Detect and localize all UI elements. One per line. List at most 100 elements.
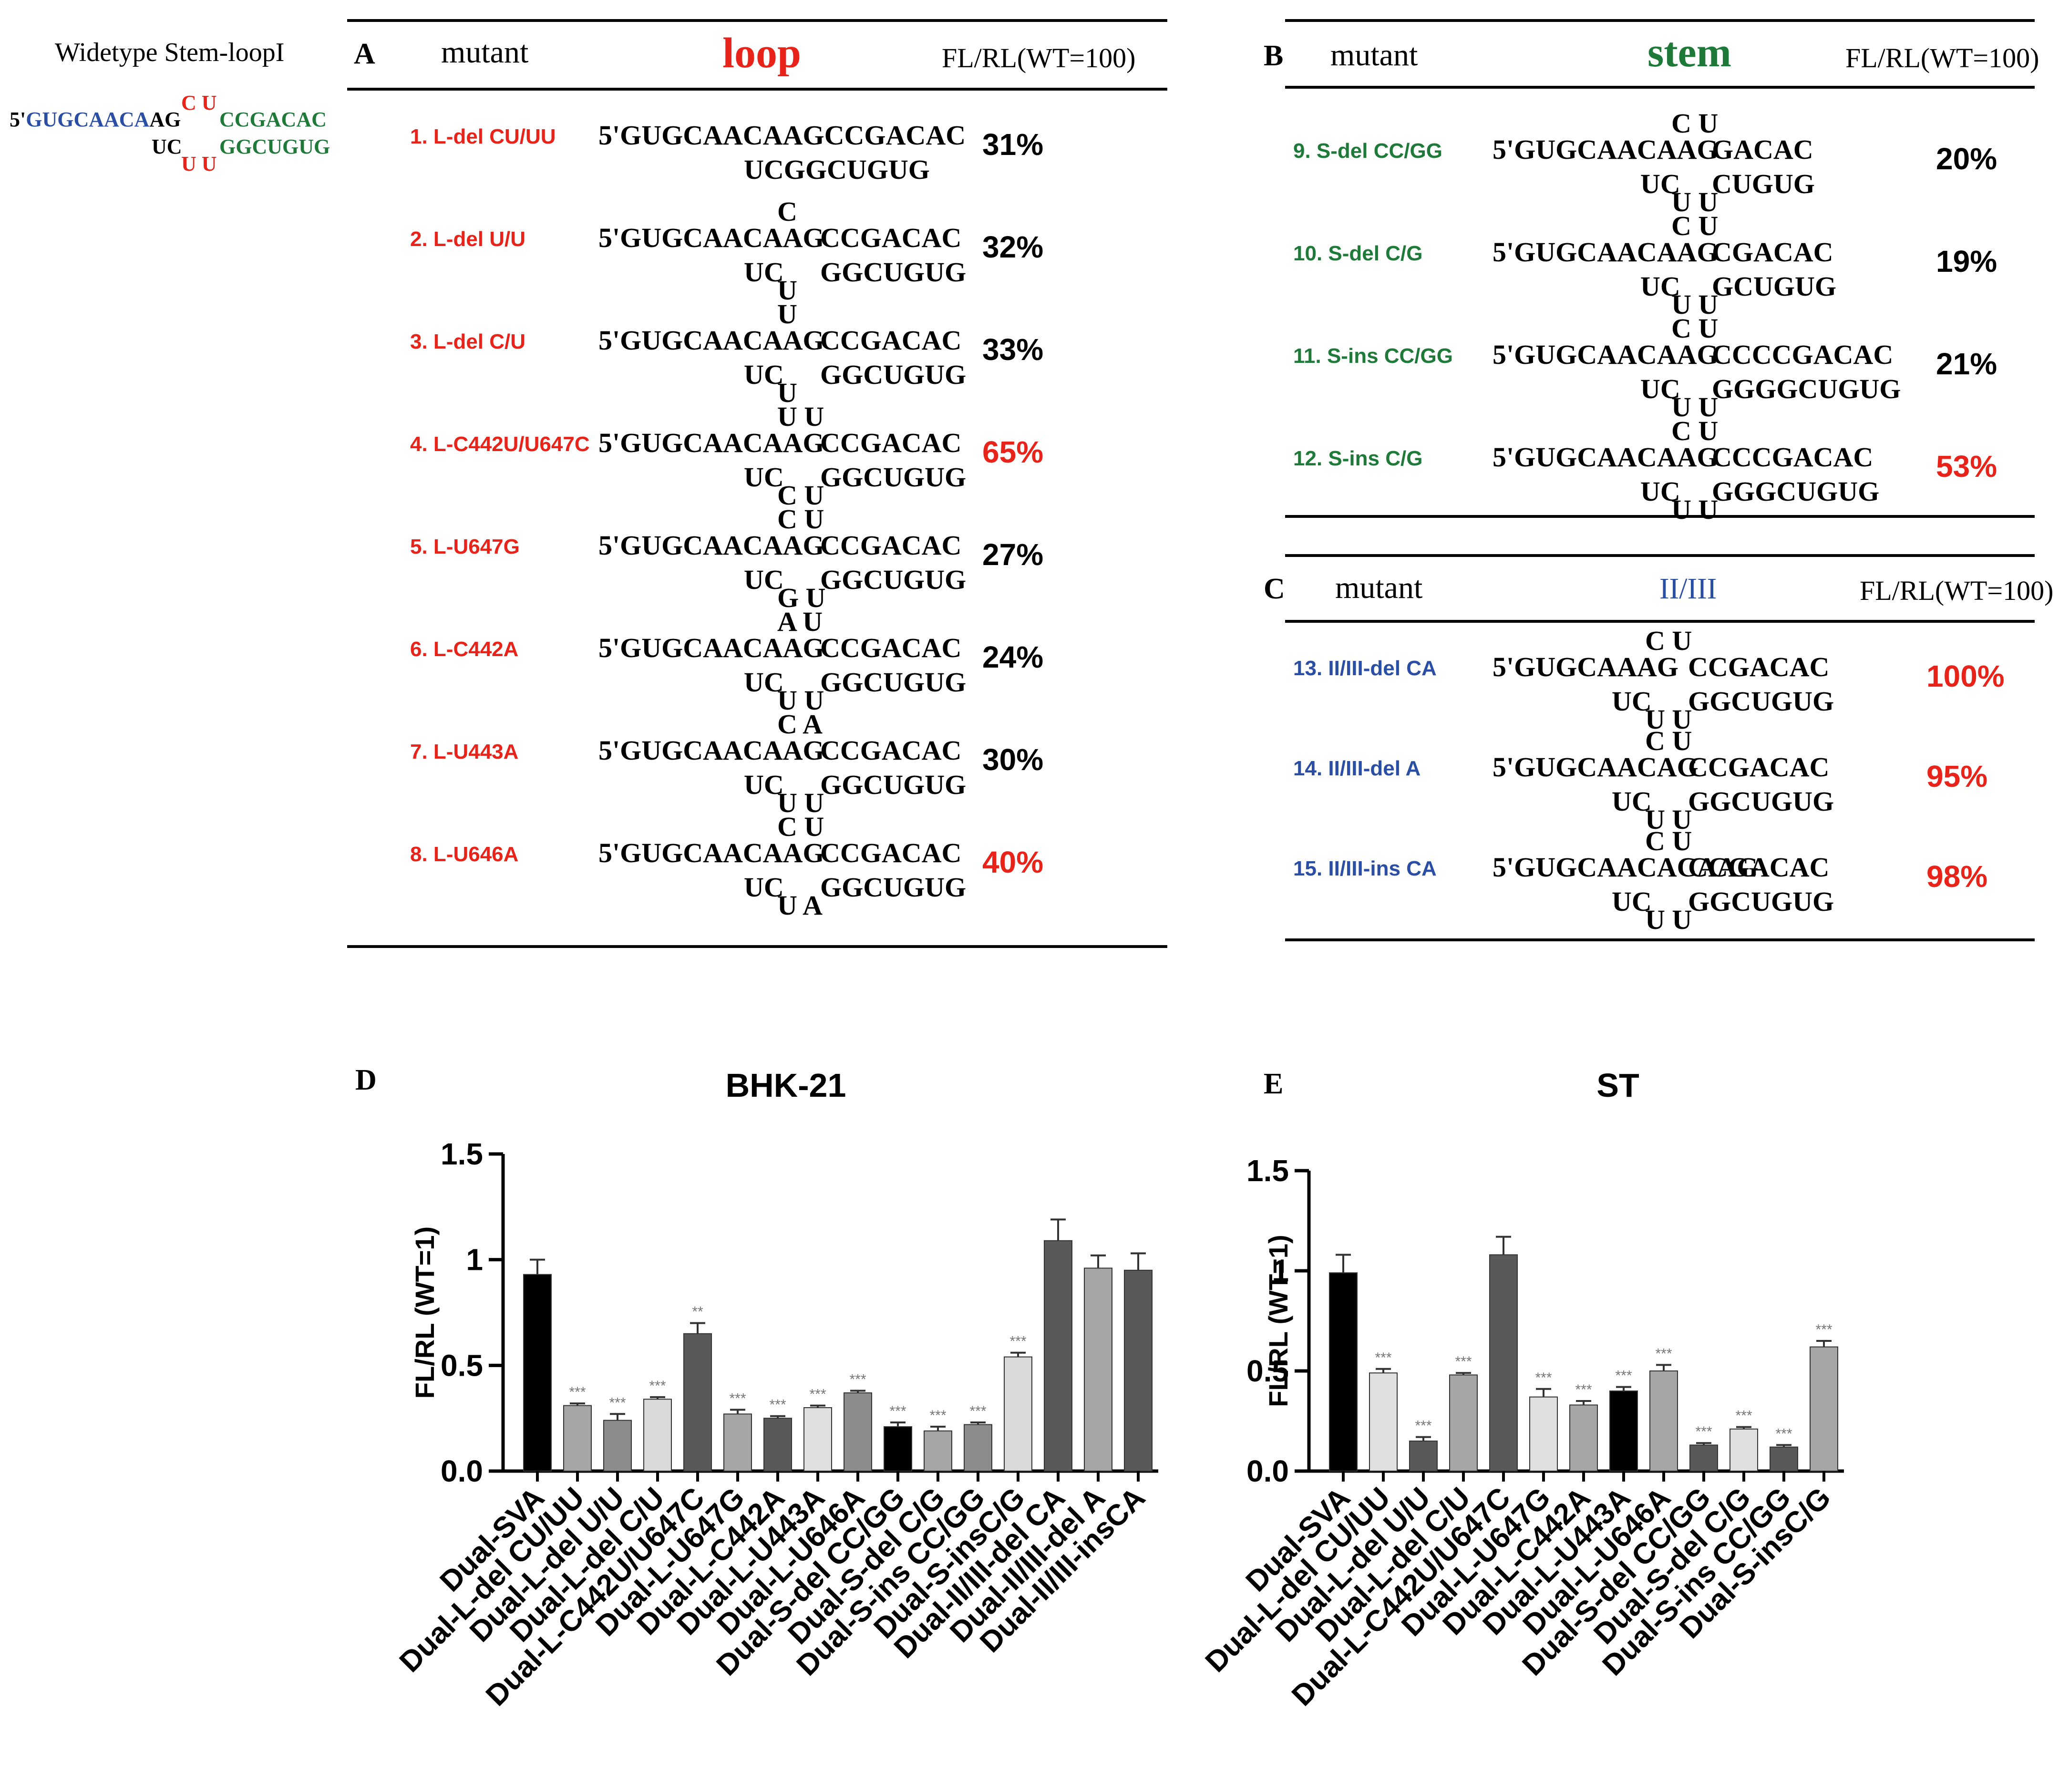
chart-title: ST bbox=[1596, 1067, 1639, 1104]
panel-a-top-rule bbox=[347, 19, 1167, 22]
significance-marker: ** bbox=[692, 1304, 703, 1320]
activity-value: 30% bbox=[982, 742, 1044, 777]
bar bbox=[763, 1418, 792, 1472]
sequence-bottom-left: UC bbox=[744, 359, 784, 390]
sequence-top-strand: 5'GUGCAACAG bbox=[1493, 752, 1699, 783]
sequence-loop-bottom: G U bbox=[777, 582, 826, 613]
sequence-loop-bottom: U U bbox=[1671, 391, 1719, 422]
bar bbox=[1084, 1267, 1112, 1472]
bar bbox=[1489, 1254, 1518, 1472]
mutant-label: 11. S-ins CC/GG bbox=[1293, 344, 1453, 368]
mutant-label: 3. L-del C/U bbox=[410, 330, 526, 353]
chart-title: BHK-21 bbox=[726, 1067, 846, 1104]
bar bbox=[884, 1426, 912, 1472]
significance-marker: *** bbox=[729, 1390, 746, 1406]
sequence-loop-bottom: U U bbox=[1645, 904, 1692, 935]
sequence-stem-top: CCGACAC bbox=[820, 222, 962, 253]
activity-value: 19% bbox=[1936, 244, 1997, 278]
panel-a-letter: A bbox=[354, 38, 375, 70]
sequence-loop-top: C U bbox=[1671, 108, 1719, 139]
sequence-loop-bottom: U A bbox=[777, 890, 823, 921]
sequence-top-strand: 5'GUGCAACAAG bbox=[598, 222, 824, 253]
sequence-loop-bottom: U U bbox=[777, 787, 824, 818]
mutant-label: 2. L-del U/U bbox=[410, 227, 526, 251]
panel-b-col-mutant: mutant bbox=[1330, 38, 1418, 72]
bar bbox=[1004, 1356, 1032, 1472]
panel-a-col-mutant: mutant bbox=[441, 35, 529, 70]
bar bbox=[964, 1424, 992, 1472]
wildtype-stem-bottom: GGCUGUG bbox=[219, 135, 330, 158]
panel-b-bottom-rule bbox=[1285, 515, 2035, 518]
sequence-bottom-left: UC bbox=[1612, 786, 1652, 817]
sequence-loop-bottom: U U bbox=[1671, 289, 1719, 320]
sequence-bottom-left: UC bbox=[1640, 373, 1680, 404]
bar bbox=[523, 1274, 552, 1472]
bar bbox=[1124, 1269, 1153, 1472]
wildtype-title: Widetype Stem-loopI bbox=[55, 38, 285, 67]
panel-d-letter: D bbox=[355, 1064, 377, 1096]
sequence-stem-bottom: GGCUGUG bbox=[1688, 686, 1834, 717]
sequence-loop-top: C A bbox=[777, 709, 823, 740]
bar bbox=[1044, 1240, 1072, 1472]
bar bbox=[1529, 1396, 1558, 1472]
sequence-bottom-left: UC bbox=[744, 667, 784, 698]
panel-c-col-mutant: mutant bbox=[1335, 570, 1423, 605]
bar bbox=[683, 1333, 712, 1472]
bar bbox=[603, 1420, 632, 1472]
activity-value: 24% bbox=[982, 640, 1044, 674]
wildtype-black-part: AG bbox=[149, 108, 181, 131]
bar bbox=[1649, 1370, 1678, 1472]
bar bbox=[1770, 1446, 1798, 1472]
activity-value: 21% bbox=[1936, 347, 1997, 381]
wildtype-loop-top: C U bbox=[181, 91, 217, 114]
sequence-top-strand: 5'GUGCAACAAG bbox=[598, 837, 824, 868]
sequence-stem-bottom: GGCUGUG bbox=[820, 462, 967, 493]
significance-marker: *** bbox=[1695, 1424, 1712, 1440]
significance-marker: *** bbox=[969, 1403, 986, 1419]
activity-value: 40% bbox=[982, 845, 1044, 879]
mutant-label: 6. L-C442A bbox=[410, 638, 519, 661]
sequence-loop-top: C U bbox=[1671, 210, 1719, 241]
sequence-top-strand: 5'GUGCAACAAG bbox=[1493, 134, 1719, 165]
sequence-stem-top: CCGACAC bbox=[1688, 651, 1830, 682]
panel-a-bottom-rule bbox=[347, 945, 1167, 948]
significance-marker: *** bbox=[1615, 1368, 1632, 1384]
bar bbox=[1449, 1374, 1478, 1472]
panel-b-col-value: FL/RL(WT=100) bbox=[1845, 42, 2039, 73]
panel-c-top-rule bbox=[1285, 554, 2035, 557]
sequence-stem-bottom: CUGUG bbox=[1712, 168, 1815, 199]
significance-marker: *** bbox=[1775, 1426, 1792, 1442]
bar bbox=[844, 1392, 872, 1472]
sequence-loop-bottom: U U bbox=[1645, 704, 1692, 735]
sequence-top-strand: 5'GUGCAACAAG bbox=[598, 427, 824, 458]
sequence-stem-bottom: GGCUGUG bbox=[820, 872, 967, 903]
sequence-loop-top: C U bbox=[777, 504, 824, 535]
bar bbox=[1609, 1390, 1638, 1472]
sequence-stem-top: CCGACAC bbox=[1688, 752, 1830, 783]
bar bbox=[1409, 1441, 1438, 1472]
significance-marker: *** bbox=[1415, 1418, 1431, 1434]
sequence-bottom-left: UC bbox=[744, 872, 784, 903]
bar bbox=[1689, 1444, 1718, 1472]
sequence-top-strand: 5'GUGCAACAAG bbox=[1493, 339, 1719, 370]
y-tick-label: 1.5 bbox=[1246, 1153, 1289, 1188]
y-axis-label: FL/RL (WT=1) bbox=[410, 1226, 440, 1399]
mutant-label: 1. L-del CU/UU bbox=[410, 125, 556, 148]
panel-c-header-rule bbox=[1285, 620, 2035, 623]
bar bbox=[1730, 1428, 1758, 1472]
bar bbox=[1369, 1372, 1398, 1472]
sequence-stem-bottom: GGCUGUG bbox=[820, 769, 967, 800]
sequence-top-strand: 5'GUGCAACAAG bbox=[598, 735, 824, 766]
sequence-stem-bottom: GGCUGUG bbox=[820, 564, 967, 595]
sequence-loop-top: A U bbox=[777, 606, 823, 637]
sequence-top-strand: 5'GUGCAACAAG bbox=[598, 632, 824, 663]
y-tick-label: 0.0 bbox=[441, 1454, 483, 1488]
sequence-top-strand: 5'GUGCAACACAAG bbox=[1493, 852, 1759, 883]
activity-value: 20% bbox=[1936, 142, 1997, 176]
significance-marker: *** bbox=[849, 1372, 866, 1388]
sequence-stem-bottom: GGCUGUG bbox=[820, 667, 967, 698]
sequence-stem-bottom: GGCUGUG bbox=[1688, 886, 1834, 917]
sequence-top-strand: 5'GUGCAACAAG bbox=[598, 325, 824, 356]
bar bbox=[723, 1413, 752, 1472]
activity-value: 65% bbox=[982, 435, 1044, 469]
